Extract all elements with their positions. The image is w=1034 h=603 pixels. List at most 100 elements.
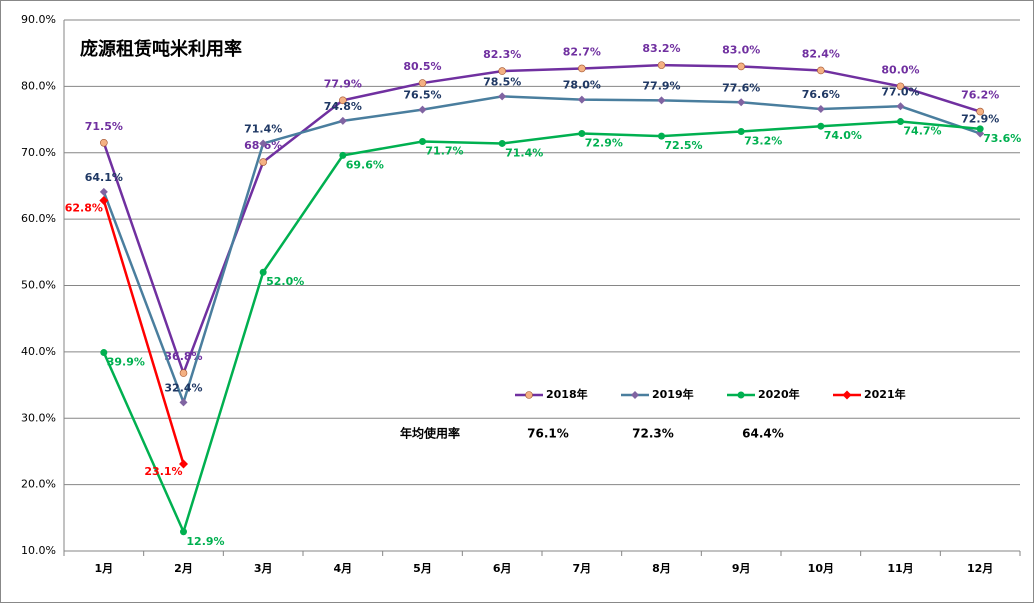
data-point: [658, 132, 665, 140]
data-label: 73.2%: [744, 135, 782, 148]
data-point: [817, 122, 825, 130]
annual-average-label: 年均使用率: [400, 426, 460, 441]
data-label: 74.7%: [903, 125, 941, 138]
x-tick-label: 8月: [652, 562, 671, 575]
data-label: 12.9%: [186, 535, 224, 548]
data-label: 39.9%: [107, 356, 145, 369]
data-label: 76.2%: [961, 89, 999, 102]
data-point: [99, 187, 108, 196]
y-tick-label: 10.0%: [21, 544, 56, 557]
data-label: 76.6%: [802, 88, 840, 101]
x-tick-label: 11月: [887, 562, 913, 575]
data-point: [976, 125, 984, 133]
data-label: 23.1%: [144, 465, 182, 478]
data-point: [816, 104, 825, 113]
data-label: 83.0%: [722, 43, 760, 56]
data-point: [657, 96, 666, 105]
series-line: [102, 200, 185, 465]
data-label: 36.8%: [164, 350, 202, 363]
x-tick-label: 1月: [95, 562, 114, 575]
legend-label: 2018年: [546, 387, 588, 401]
data-label: 72.9%: [585, 137, 623, 150]
data-label: 82.4%: [802, 47, 840, 60]
data-label: 64.1%: [85, 171, 123, 184]
data-point: [179, 369, 188, 377]
y-tick-label: 60.0%: [21, 212, 56, 225]
data-point: [99, 196, 109, 206]
data-point: [418, 79, 427, 87]
data-point: [259, 139, 268, 148]
legend-marker: [525, 391, 533, 399]
data-label: 76.5%: [403, 89, 441, 102]
data-point: [737, 62, 745, 71]
data-label: 82.7%: [563, 45, 601, 58]
data-label: 71.4%: [244, 122, 282, 135]
data-label: 74.8%: [324, 100, 362, 113]
data-label: 80.5%: [403, 60, 441, 73]
data-point: [339, 96, 347, 105]
data-label: 71.7%: [425, 144, 463, 157]
series-line: [102, 95, 981, 407]
y-tick-label: 30.0%: [21, 411, 56, 424]
x-tick-label: 2月: [174, 562, 193, 575]
x-tick-label: 7月: [573, 562, 592, 575]
data-label: 82.3%: [483, 48, 521, 61]
data-label: 72.9%: [961, 113, 999, 126]
data-label: 83.2%: [642, 42, 680, 55]
annual-average-value: 72.3%: [632, 427, 674, 441]
annual-average-value: 64.4%: [742, 427, 784, 441]
data-label: 77.0%: [881, 85, 919, 98]
data-label: 69.6%: [346, 158, 384, 171]
data-point: [498, 67, 506, 75]
data-point: [100, 138, 108, 147]
legend-marker: [631, 391, 639, 399]
legend-marker: [842, 390, 852, 400]
data-point: [897, 118, 904, 126]
data-point: [578, 130, 586, 138]
data-point: [578, 64, 586, 73]
data-label: 62.8%: [65, 202, 103, 215]
chart-title: 庞源租赁吨米利用率: [80, 38, 242, 60]
y-tick-label: 70.0%: [21, 146, 56, 159]
x-tick-label: 4月: [334, 562, 353, 575]
x-tick-label: 5月: [413, 562, 432, 575]
data-point: [737, 128, 745, 136]
legend-label: 2020年: [758, 387, 800, 401]
data-label: 77.9%: [642, 79, 680, 92]
x-tick-label: 9月: [732, 562, 751, 575]
data-point: [498, 139, 506, 147]
y-tick-label: 40.0%: [21, 345, 56, 358]
data-point: [896, 102, 905, 111]
y-tick-label: 50.0%: [21, 279, 56, 292]
data-point: [338, 116, 347, 125]
x-tick-label: 3月: [254, 562, 273, 575]
data-point: [259, 158, 267, 166]
x-tick-label: 10月: [808, 562, 834, 575]
x-tick-label: 12月: [967, 562, 993, 575]
data-point: [896, 82, 905, 91]
data-label: 52.0%: [266, 275, 304, 288]
data-point: [259, 268, 267, 276]
data-label: 78.0%: [563, 79, 601, 92]
annual-average-value: 76.1%: [527, 427, 569, 441]
data-label: 77.6%: [722, 81, 760, 94]
data-label: 80.0%: [881, 63, 919, 76]
data-label: 72.5%: [664, 139, 702, 152]
data-label: 78.5%: [483, 75, 521, 88]
data-label: 74.0%: [824, 129, 862, 142]
data-point: [339, 151, 347, 159]
data-point: [498, 92, 507, 101]
series-line: [102, 120, 981, 536]
data-point: [976, 107, 984, 116]
data-label: 77.9%: [324, 77, 362, 90]
data-point: [418, 105, 427, 114]
data-point: [179, 398, 188, 407]
y-tick-label: 20.0%: [21, 478, 56, 491]
data-label: 73.6%: [983, 132, 1021, 145]
data-point: [577, 95, 586, 104]
data-point: [100, 349, 108, 357]
y-tick-label: 80.0%: [21, 79, 56, 92]
data-point: [179, 459, 188, 469]
